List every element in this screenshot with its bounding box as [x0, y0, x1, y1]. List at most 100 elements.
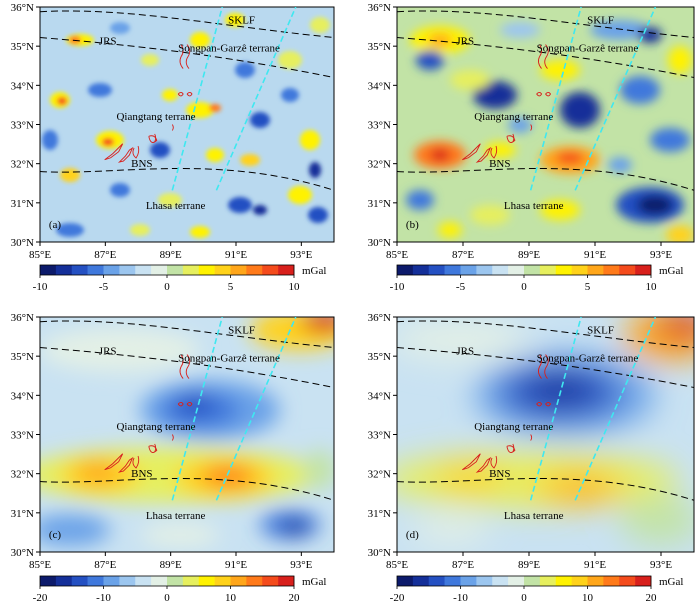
- colorbar-tick-label: -5: [456, 281, 466, 293]
- map-axes: 30°N 31°N 32°N 33°N 34°N 35°N 36°N 85°E 87°E 89°E…: [11, 2, 673, 571]
- lake-outline: [186, 402, 193, 407]
- colorbar-swatch: [619, 265, 636, 275]
- label-jrs: JRS: [99, 346, 117, 358]
- lake-outline: [104, 453, 124, 471]
- colorbar-swatch: [397, 576, 414, 586]
- colorbar-swatch: [635, 576, 652, 586]
- panel-label-d: (d): [406, 529, 419, 541]
- lat-tick-label: 35°N: [11, 41, 34, 53]
- colorbar-tick-label: 10: [289, 281, 301, 293]
- colorbar-swatch: [412, 576, 430, 586]
- label-sklf: SKLF: [587, 324, 614, 336]
- colorbar-swatch: [571, 265, 588, 275]
- panel-c-map: [40, 317, 334, 552]
- colorbar-unit: mGal: [659, 576, 683, 588]
- colorbar-swatch: [555, 265, 572, 275]
- lat-tick-label: 36°N: [11, 2, 34, 14]
- lake-outline: [490, 145, 498, 159]
- sklf-boundary: [397, 10, 694, 39]
- lon-tick-label: 93°E: [290, 249, 312, 261]
- label-qiangtang: Qiangtang terrane: [116, 111, 195, 123]
- lake-outline: [177, 402, 184, 407]
- colorbar-tick-label: 0: [521, 592, 527, 604]
- profile-line-1: [529, 7, 582, 191]
- colorbar-swatch: [539, 576, 557, 586]
- lon-tick-label: 89°E: [160, 559, 182, 571]
- profile-line-2: [215, 317, 297, 501]
- colorbar-swatch: [524, 265, 541, 275]
- profile-line-1: [171, 7, 224, 191]
- lon-tick-label: 85°E: [29, 559, 51, 571]
- colorbar-swatch: [55, 576, 73, 586]
- colorbar-swatch: [71, 576, 88, 586]
- colorbar-tick-label: 20: [646, 592, 658, 604]
- jrs-boundary: [397, 37, 694, 78]
- colorbar-swatch: [476, 576, 493, 586]
- label-qiangtang: Qiangtang terrane: [474, 421, 553, 433]
- lake-outline: [148, 445, 158, 453]
- colorbar-swatch: [182, 265, 200, 275]
- lon-tick-label: 91°E: [225, 249, 247, 261]
- lake-outline: [544, 44, 549, 69]
- lon-tick-label: 91°E: [225, 559, 247, 571]
- colorbar-tick-label: 10: [646, 281, 658, 293]
- lat-tick-label: 31°N: [368, 198, 391, 210]
- colorbar-unit: mGal: [302, 576, 326, 588]
- lat-tick-label: 34°N: [368, 390, 391, 402]
- colorbar-swatch: [587, 265, 604, 275]
- label-sklf: SKLF: [228, 324, 255, 336]
- lake-outline: [545, 92, 552, 97]
- lat-tick-label: 30°N: [11, 547, 34, 559]
- lat-tick-label: 34°N: [368, 80, 391, 92]
- label-songpan-garze: Songpan-Garzê terrane: [537, 353, 639, 365]
- label-sklf: SKLF: [587, 14, 614, 26]
- colorbar-swatch: [524, 576, 541, 586]
- panel-c-axes: 30°N 31°N 32°N 33°N 34°N 35°N 36°N 85°E 87°E 89°E…: [11, 312, 313, 571]
- lat-tick-label: 30°N: [368, 237, 391, 249]
- lon-tick-label: 85°E: [29, 249, 51, 261]
- lake-outline: [177, 92, 184, 97]
- lake-outline: [171, 434, 174, 441]
- lon-tick-label: 87°E: [94, 559, 116, 571]
- lake-outline: [462, 143, 481, 161]
- lat-tick-label: 31°N: [11, 198, 34, 210]
- colorbar-swatch: [460, 265, 477, 275]
- lake-outline: [475, 456, 492, 473]
- colorbar-unit: mGal: [659, 265, 683, 277]
- colorbar-swatch: [87, 265, 104, 275]
- lake-outline: [185, 44, 191, 69]
- profile-line-2: [574, 7, 657, 191]
- colorbar-swatch: [278, 576, 295, 586]
- colorbar-swatch: [40, 265, 57, 275]
- label-qiangtang: Qiangtang terrane: [116, 421, 195, 433]
- colorbar-swatch: [428, 265, 445, 275]
- lat-tick-label: 35°N: [368, 41, 391, 53]
- colorbar-swatch: [508, 265, 525, 275]
- label-jrs: JRS: [456, 36, 474, 48]
- lake-outline: [530, 124, 533, 131]
- colorbar-unit: mGal: [302, 265, 326, 277]
- lake-outline: [117, 456, 134, 473]
- colorbar-swatch: [87, 576, 104, 586]
- lat-tick-label: 33°N: [11, 120, 34, 132]
- panel-b-map: [397, 7, 694, 242]
- label-songpan-garze: Songpan-Garzê terrane: [537, 43, 639, 55]
- lake-outline: [148, 135, 158, 143]
- colorbar-swatch: [262, 576, 279, 586]
- lake-outline: [545, 402, 552, 407]
- colorbar-swatch: [230, 576, 247, 586]
- lake-outline: [506, 445, 516, 453]
- jrs-boundary: [40, 37, 334, 78]
- label-jrs: JRS: [99, 36, 117, 48]
- colorbar-tick-label: 0: [521, 281, 527, 293]
- lake-outline: [475, 146, 492, 163]
- colorbar-swatch: [444, 265, 461, 275]
- colorbar-swatch: [278, 265, 295, 275]
- lake-outline: [506, 135, 516, 143]
- label-bns: BNS: [131, 158, 152, 170]
- panel-c: [39, 316, 335, 553]
- lat-tick-label: 33°N: [368, 120, 391, 132]
